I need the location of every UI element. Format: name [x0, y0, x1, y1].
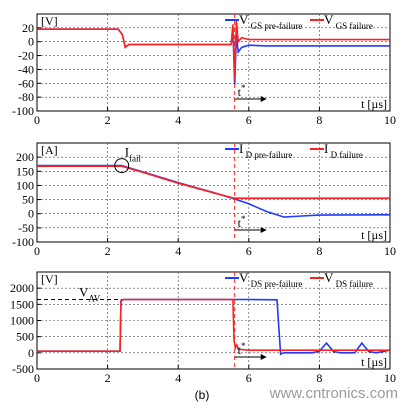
- legend-entry: V DS pre-failure: [239, 270, 302, 289]
- y-tick-label: 200: [16, 150, 34, 164]
- x-tick-label: 4: [175, 244, 181, 258]
- x-tick-label: 8: [316, 113, 322, 127]
- x-tick-label: 8: [316, 371, 322, 385]
- series-line-failure: [37, 298, 390, 352]
- watermark-text: www.cntronics.com: [269, 385, 398, 402]
- y-tick-label: -100: [12, 104, 34, 118]
- y-tick-label: -20: [18, 49, 34, 63]
- x-tick-label: 2: [105, 371, 111, 385]
- x-tick-label: 6: [246, 244, 252, 258]
- x-tick-label: 6: [246, 113, 252, 127]
- x-tick-label: 0: [34, 371, 40, 385]
- x-axis-label: t [µs]: [361, 355, 387, 369]
- y-tick-label: 2000: [10, 281, 34, 295]
- y-tick-label: -80: [18, 90, 34, 104]
- unit-label: [V]: [41, 272, 58, 286]
- y-tick-label: -60: [18, 76, 34, 90]
- tstar-arrowhead: [260, 227, 267, 233]
- y-tick-label: 0: [28, 207, 34, 221]
- unit-label: [V]: [41, 14, 58, 28]
- series-line-failure: [37, 20, 390, 77]
- x-tick-label: 10: [384, 244, 396, 258]
- x-tick-label: 0: [34, 113, 40, 127]
- legend-entry: V GS pre-failure: [239, 12, 302, 31]
- y-tick-label: 100: [16, 178, 34, 192]
- tstar-label: t*: [238, 83, 246, 99]
- x-tick-label: 4: [175, 371, 181, 385]
- y-tick-label: -50: [18, 221, 34, 235]
- legend-entry: I D pre-failure: [239, 141, 292, 160]
- y-tick-label: 150: [16, 164, 34, 178]
- vav-annotation: VAV: [79, 284, 101, 303]
- series-line-failure: [37, 165, 390, 199]
- x-tick-label: 6: [246, 371, 252, 385]
- x-tick-label: 2: [105, 244, 111, 258]
- tstar-label: t*: [238, 341, 246, 357]
- y-tick-label: 1500: [10, 297, 34, 311]
- legend-entry: V GS failure: [324, 12, 373, 31]
- y-tick-label: 50: [22, 193, 34, 207]
- x-tick-label: 0: [34, 244, 40, 258]
- y-tick-label: 500: [16, 330, 34, 344]
- legend-entry: I D failure: [324, 141, 363, 160]
- y-tick-label: 20: [22, 21, 34, 35]
- x-tick-label: 2: [105, 113, 111, 127]
- legend-entry: V DS failure: [324, 270, 373, 289]
- fail-annotation: Ifail: [125, 145, 142, 164]
- fail-marker: [114, 158, 130, 174]
- y-tick-label: 0: [28, 35, 34, 49]
- y-tick-label: 1000: [10, 314, 34, 328]
- plot-frame: [36, 13, 391, 112]
- tstar-label: t*: [238, 214, 246, 230]
- x-tick-label: 10: [384, 113, 396, 127]
- tstar-arrowhead: [260, 96, 267, 102]
- y-tick-label: -100: [12, 235, 34, 249]
- unit-label: [A]: [41, 143, 58, 157]
- x-axis-label: t [µs]: [361, 97, 387, 111]
- x-tick-label: 10: [384, 371, 396, 385]
- figure-caption: (b): [194, 388, 210, 402]
- tstar-arrowhead: [260, 354, 267, 360]
- y-tick-label: 0: [28, 346, 34, 360]
- x-tick-label: 4: [175, 113, 181, 127]
- y-tick-label: -500: [12, 362, 34, 376]
- x-tick-label: 8: [316, 244, 322, 258]
- y-tick-label: -40: [18, 62, 34, 76]
- x-axis-label: t [µs]: [361, 228, 387, 242]
